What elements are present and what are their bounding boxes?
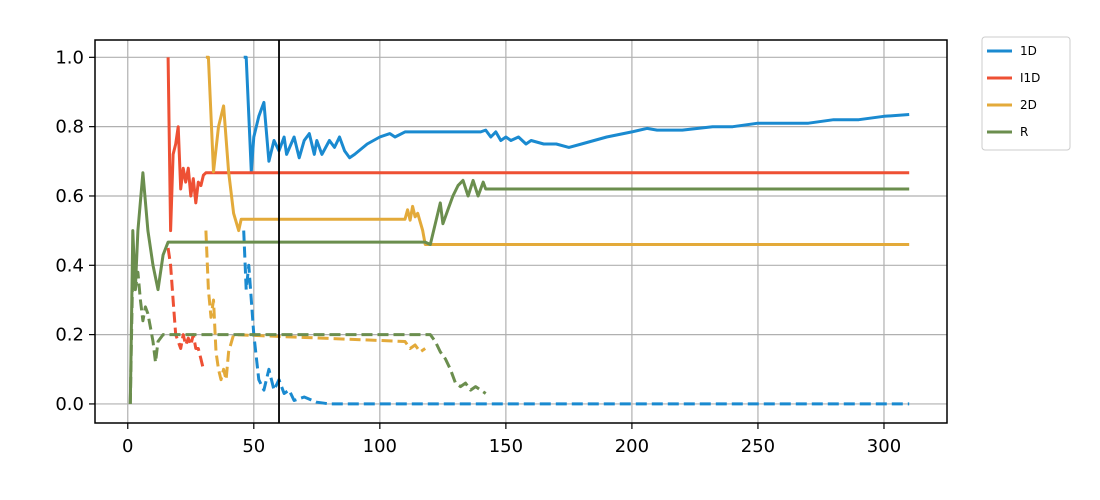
y-tick-label: 0.4: [55, 255, 84, 276]
series-2d-dashed-line: [204, 230, 427, 382]
x-tick-label: 50: [242, 436, 265, 457]
legend-box: [981, 36, 1071, 151]
legend: 1D I1D 2D R: [981, 36, 1071, 151]
x-tick-label: 100: [363, 436, 397, 457]
legend-label-2d: 2D: [1020, 98, 1037, 112]
y-tick-label: 0.8: [55, 117, 84, 138]
series-1d-solid-line: [243, 55, 910, 174]
series-lines: [128, 55, 910, 406]
series-r-dashed-line: [128, 263, 487, 404]
series-r-solid-line: [128, 171, 910, 404]
series-i1d-dashed-line: [166, 247, 205, 370]
x-tick-label: 300: [867, 436, 901, 457]
legend-label-1d: 1D: [1020, 44, 1037, 58]
series-2d-solid-line: [205, 55, 910, 246]
y-tick-label: 0.2: [55, 325, 84, 346]
y-tick-label: 0.0: [55, 394, 84, 415]
x-axis-ticks: 0 50 100 150 200 250 300: [122, 423, 901, 457]
legend-label-r: R: [1020, 125, 1028, 139]
x-tick-label: 250: [741, 436, 775, 457]
y-axis-ticks: 0.0 0.2 0.4 0.6 0.8 1.0: [55, 47, 95, 415]
legend-label-i1d: I1D: [1020, 71, 1040, 85]
series-1d-dashed-line: [242, 230, 910, 406]
y-tick-label: 0.6: [55, 186, 84, 207]
x-tick-label: 150: [489, 436, 523, 457]
plot-area-frame: [94, 39, 948, 424]
x-tick-label: 200: [615, 436, 649, 457]
y-tick-label: 1.0: [55, 47, 84, 68]
series-i1d-solid-line: [166, 57, 910, 233]
x-tick-label: 0: [122, 436, 133, 457]
